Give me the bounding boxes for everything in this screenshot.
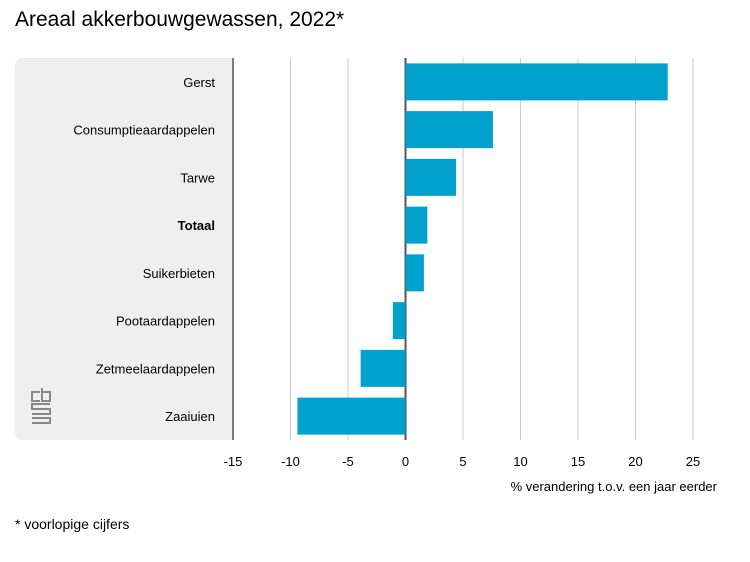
bar [405, 63, 668, 101]
bar [360, 349, 406, 387]
tick-labels: -15 -10 -5 0 5 10 15 20 25 [224, 454, 701, 469]
category-label: Pootaardappelen [116, 314, 215, 329]
category-label: Totaal [178, 218, 215, 233]
footnote: * voorlopige cijfers [15, 516, 130, 532]
cbs-logo-icon [31, 388, 51, 424]
x-tick-label: 5 [459, 454, 466, 469]
x-tick-label: 10 [513, 454, 527, 469]
x-tick-label: -10 [281, 454, 300, 469]
category-labels: Gerst Consumptieaardappelen Tarwe Totaal Sui… [73, 75, 215, 424]
bar [405, 206, 428, 244]
chart-title: Areaal akkerbouwgewassen, 2022* [15, 8, 345, 31]
x-tick-label: 20 [628, 454, 642, 469]
x-tick-label: -5 [342, 454, 354, 469]
category-label: Zaaiuien [165, 409, 215, 424]
bar-chart: Gerst Consumptieaardappelen Tarwe Totaal Sui… [15, 58, 718, 494]
x-tick-label: 15 [571, 454, 585, 469]
category-label: Gerst [183, 75, 215, 90]
bar [405, 111, 493, 149]
bar [405, 254, 424, 292]
x-tick-label: -15 [224, 454, 243, 469]
category-label: Tarwe [180, 170, 215, 185]
category-label: Suikerbieten [143, 266, 215, 281]
bars [297, 63, 668, 435]
x-tick-label: 25 [686, 454, 700, 469]
x-tick-label: 0 [402, 454, 409, 469]
category-label: Zetmeelaardappelen [96, 361, 215, 376]
category-label: Consumptieaardappelen [73, 123, 215, 138]
x-axis-title: % verandering t.o.v. een jaar eerder [511, 479, 718, 494]
bar [297, 397, 406, 435]
bar [392, 302, 406, 340]
bar [405, 158, 457, 196]
